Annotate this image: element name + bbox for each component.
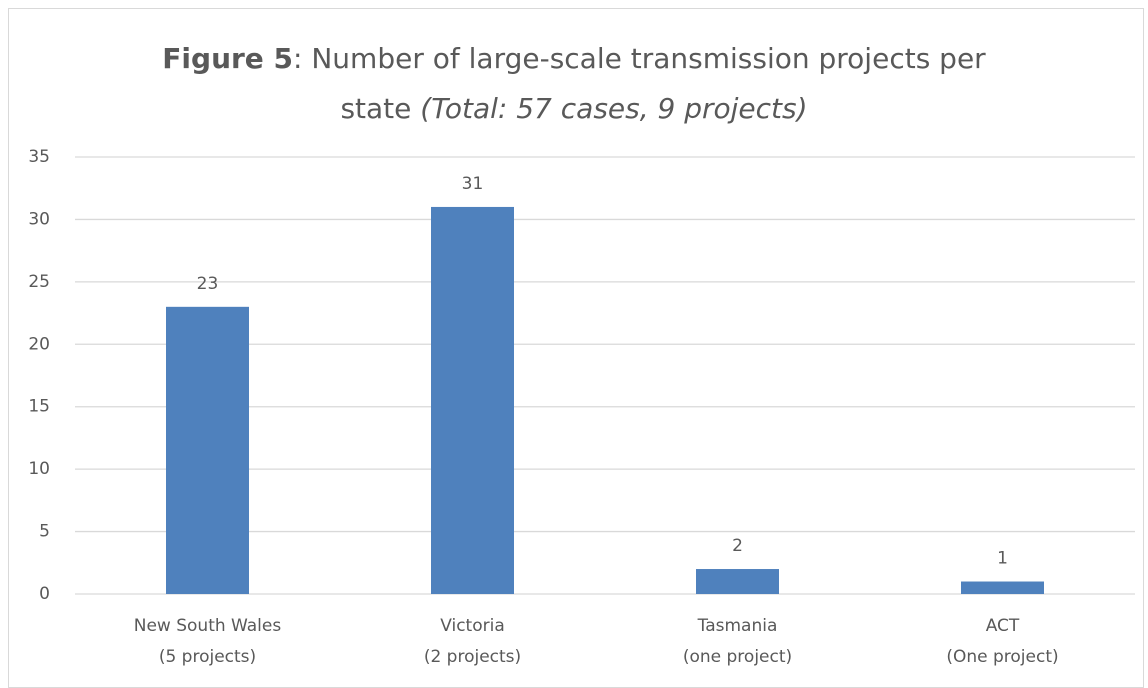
x-tick-label: (One project) [946, 647, 1058, 667]
title-part: (Total: 57 cases, 9 projects) [420, 92, 808, 125]
y-tick-label: 35 [28, 147, 50, 167]
title-part: : Number of large-scale transmission pro… [293, 42, 986, 125]
y-tick-label: 20 [28, 334, 50, 354]
y-tick-label: 30 [28, 209, 50, 229]
y-tick-label: 15 [28, 397, 50, 417]
x-tick-label: ACT [986, 616, 1020, 636]
x-tick-label: New South Wales [134, 616, 282, 636]
y-tick-label: 10 [28, 459, 50, 479]
y-tick-label: 0 [39, 584, 50, 604]
x-tick-label: Tasmania [697, 616, 778, 636]
data-label: 1 [997, 549, 1008, 569]
x-tick-label: Victoria [440, 616, 505, 636]
title-part: Figure 5 [162, 42, 294, 75]
x-tick-label: (one project) [683, 647, 792, 667]
data-label: 31 [462, 174, 484, 194]
y-tick-label: 5 [39, 522, 50, 542]
bar [166, 306, 249, 594]
data-label: 23 [197, 274, 219, 294]
y-tick-label: 25 [28, 272, 50, 292]
x-tick-label: (2 projects) [424, 647, 521, 667]
bar [961, 581, 1044, 594]
x-tick-label: (5 projects) [159, 647, 256, 667]
data-label: 2 [732, 536, 743, 556]
bar [696, 569, 779, 594]
chart-title: Figure 5: Number of large-scale transmis… [124, 34, 1024, 134]
bar [431, 206, 514, 594]
